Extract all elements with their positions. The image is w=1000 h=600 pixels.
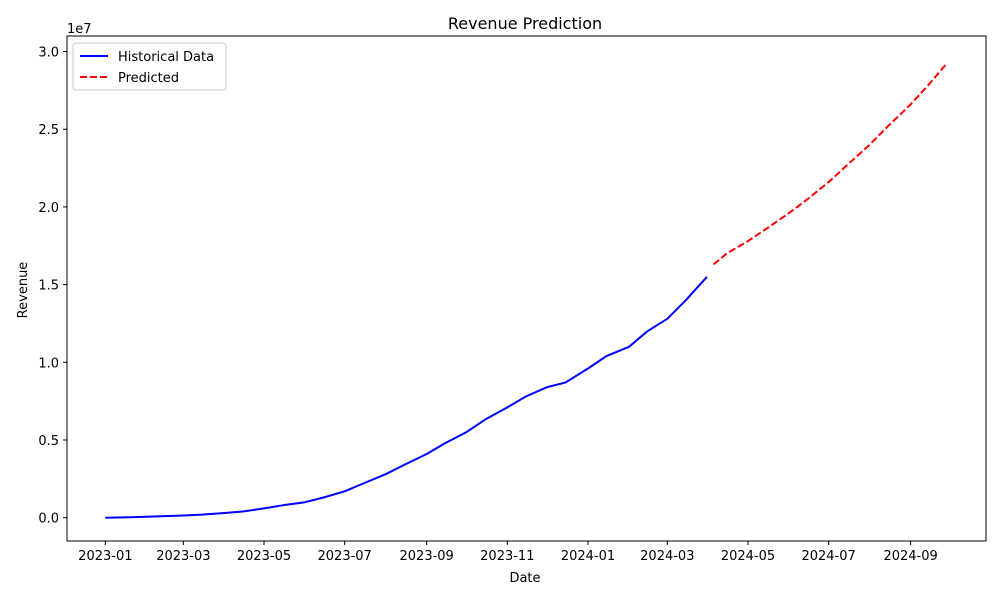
- y-tick-label: 0.5: [38, 434, 59, 449]
- x-axis-label: Date: [509, 571, 540, 586]
- y-tick-label: 2.0: [38, 201, 59, 216]
- historical-data-line: [105, 276, 708, 519]
- y-axis: 0.0 0.5 1.0 1.5 2.0 2.5 3.0: [38, 46, 67, 527]
- y-tick-label: 1.0: [38, 356, 59, 371]
- legend-historical-label: Historical Data: [118, 50, 214, 65]
- x-tick-label: 2024-05: [721, 549, 775, 564]
- x-tick-label: 2023-05: [237, 549, 291, 564]
- y-tick-label: 1.5: [38, 279, 59, 294]
- x-tick-label: 2024-09: [883, 549, 937, 564]
- x-tick-label: 2024-07: [801, 549, 855, 564]
- chart-title: Revenue Prediction: [448, 14, 602, 33]
- x-tick-label: 2024-03: [640, 549, 694, 564]
- x-axis: 2023-01 2023-03 2023-05 2023-07 2023-09 2023-…: [78, 541, 938, 564]
- legend-box: [72, 42, 227, 91]
- x-tick-label: 2023-07: [318, 549, 372, 564]
- x-tick-label: 2023-03: [156, 549, 210, 564]
- y-tick-label: 3.0: [38, 46, 59, 61]
- x-tick-label: 2023-01: [78, 549, 132, 564]
- x-tick-label: 2023-11: [480, 549, 534, 564]
- x-tick-label: 2024-01: [561, 549, 615, 564]
- x-tick-label: 2023-09: [400, 549, 454, 564]
- legend-predicted-label: Predicted: [118, 71, 179, 86]
- plot-area-frame: [66, 35, 987, 542]
- y-offset-label: 1e7: [67, 22, 92, 37]
- y-tick-label: 2.5: [38, 123, 59, 138]
- legend: Historical Data Predicted: [72, 42, 227, 91]
- y-axis-label: Revenue: [16, 262, 31, 319]
- plot-lines: [105, 63, 948, 519]
- y-tick-label: 0.0: [38, 512, 59, 527]
- predicted-line: [712, 63, 948, 266]
